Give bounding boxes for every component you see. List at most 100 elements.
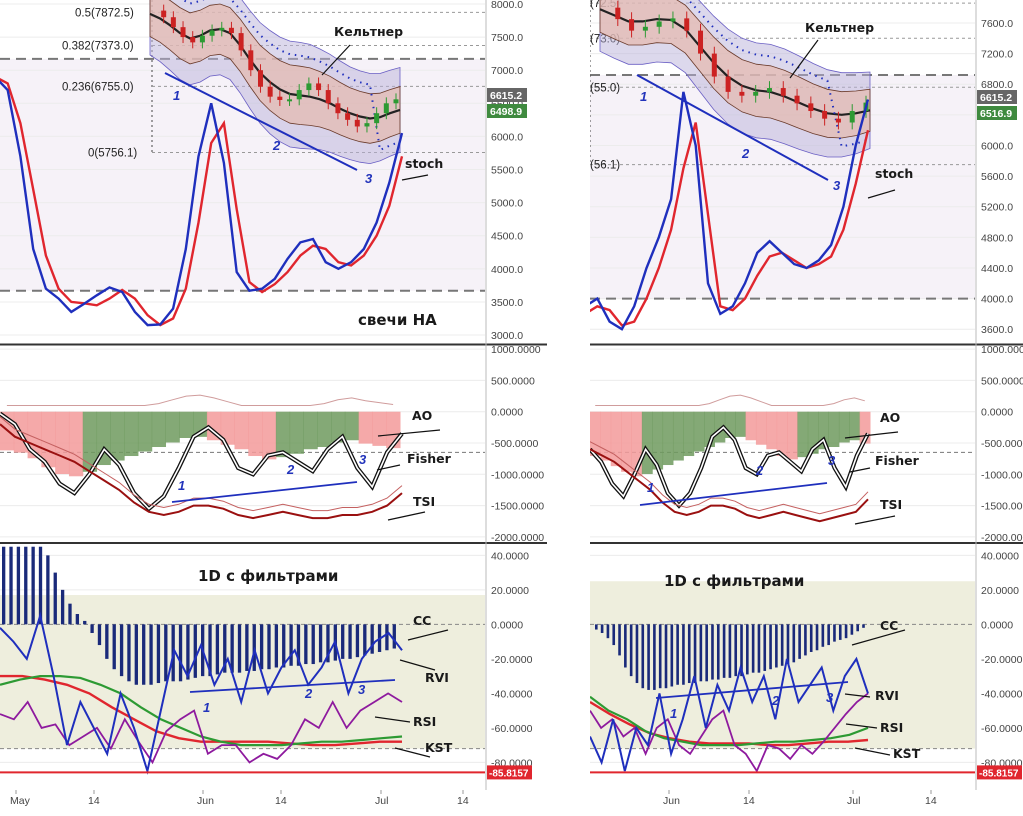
cc-bar [612, 624, 616, 646]
fib-label: (55.0) [590, 82, 620, 94]
cc-bar [392, 624, 396, 649]
ao-column [724, 411, 736, 438]
candle-body [190, 37, 196, 43]
candle-body [180, 27, 186, 38]
cc-bar [341, 624, 345, 659]
ao-column [621, 411, 632, 472]
current-price-badge [487, 88, 527, 102]
candle-body [316, 83, 322, 91]
cc-tick-label: 20.0000 [981, 585, 1019, 597]
candle-body [209, 30, 215, 36]
ao-cloud-edge [6, 394, 394, 406]
osc-divergence-number: 2 [286, 462, 295, 477]
candle-body [753, 91, 759, 96]
cc-bar [363, 624, 367, 656]
price-tick-label: 4400.0 [981, 263, 1013, 275]
cc-panel-title: 1D с фильтрами [198, 567, 338, 585]
divergence-number: 1 [640, 89, 647, 104]
cc-bar [618, 624, 621, 656]
candle-body [766, 88, 772, 92]
ao-column [776, 411, 788, 457]
annotation-ao: AO [412, 408, 432, 423]
cc-tick-label: 0.0000 [981, 619, 1013, 631]
oscillator-panel: 1000.0000 500.0000 0.0000 -500.0000 -1000.00… [590, 344, 1023, 544]
ao-column [165, 411, 180, 443]
x-tick-label: Jun [663, 795, 680, 807]
cc-bar [641, 624, 645, 689]
ao-column [704, 411, 715, 448]
x-tick-label: Jul [375, 795, 388, 807]
tsi-line [590, 448, 869, 523]
cc-bar [134, 624, 138, 685]
cc-tick-label: -60.0000 [981, 723, 1023, 735]
ao-column [110, 411, 125, 461]
annotation-fisher: Fisher [407, 451, 452, 466]
cc-bar [740, 624, 743, 677]
ao-column [262, 411, 277, 460]
price-tick-label: 5600.0 [981, 171, 1013, 183]
cc-bar [693, 624, 697, 684]
ao-cloud-edge [595, 394, 865, 406]
cc-bar [90, 624, 94, 633]
fib-label: 0(5756.1) [88, 148, 137, 160]
cc-bar [9, 546, 13, 625]
fib-label: 0.236(6755.0) [62, 81, 134, 93]
price-panel: 8000.07500.07000.06500.06000.05500.05000… [0, 0, 527, 343]
annotation-candles: свечи HA [358, 311, 437, 329]
candle-body [393, 99, 399, 104]
candle-body [364, 123, 370, 127]
cc-bar [164, 624, 168, 682]
candle-body [835, 118, 841, 123]
cc-plot: 1 2 3 1D с фильтрами CC RVI RSI KST [590, 572, 975, 774]
osc-tick-label: 0.0000 [981, 407, 1013, 419]
annotation-fisher: Fisher [875, 453, 920, 468]
cc-bar [208, 624, 212, 677]
candle-body [238, 33, 244, 51]
cc-bar [119, 624, 124, 677]
cc-divergence-number: 2 [304, 686, 313, 701]
annotation-pointer [399, 659, 436, 671]
cc-panel: 40.0000 20.0000 0.0000 -20.0000 -40.0000 -60.… [590, 545, 1023, 790]
cc-bar [75, 614, 80, 625]
candle-body [354, 119, 360, 127]
cc-bar [687, 624, 691, 684]
current-price-label: 6615.2 [980, 92, 1012, 104]
cc-bar [83, 620, 87, 625]
annotation-rsi: RSI [880, 720, 903, 735]
candle-body [780, 88, 786, 96]
candle-body [374, 113, 380, 124]
annotation-rsi: RSI [413, 714, 436, 729]
cc-bar [838, 624, 842, 640]
candle-body [219, 27, 225, 31]
x-tick-label: 14 [925, 795, 937, 807]
current-price-badge [977, 90, 1017, 104]
candle-body [739, 91, 745, 96]
annotation-pointer [789, 39, 819, 79]
ao-column [137, 411, 153, 452]
cc-panel-title: 1D с фильтрами [664, 572, 804, 590]
cc-panel: 40.0000 20.0000 0.0000 -20.0000 -40.0000 -60.… [0, 545, 533, 790]
price-tick-label: 7500.0 [491, 32, 523, 44]
candle-body [335, 103, 341, 114]
candle-body [642, 26, 648, 31]
ao-column [317, 411, 332, 448]
divergence-number: 1 [173, 88, 180, 103]
cc-bar [60, 589, 65, 625]
osc-divergence-number: 3 [359, 452, 367, 467]
annotation-pointer [867, 189, 896, 199]
cc-bar [2, 546, 6, 625]
osc-divergence-number: 3 [828, 453, 836, 468]
ao-column [693, 411, 705, 452]
price-tick-label: 4500.0 [491, 231, 523, 243]
cc-bar [716, 624, 720, 680]
candle-body [306, 83, 312, 91]
annotation-rvi: RVI [425, 670, 449, 685]
osc-tick-label: -500.0000 [981, 438, 1023, 450]
cc-bar [112, 624, 116, 670]
cc-bar [624, 624, 627, 668]
cc-bar [763, 624, 767, 671]
osc-tick-label: 500.0000 [491, 375, 535, 387]
osc-divergence-line [639, 482, 828, 506]
price-tick-label: 6000.0 [491, 131, 523, 143]
